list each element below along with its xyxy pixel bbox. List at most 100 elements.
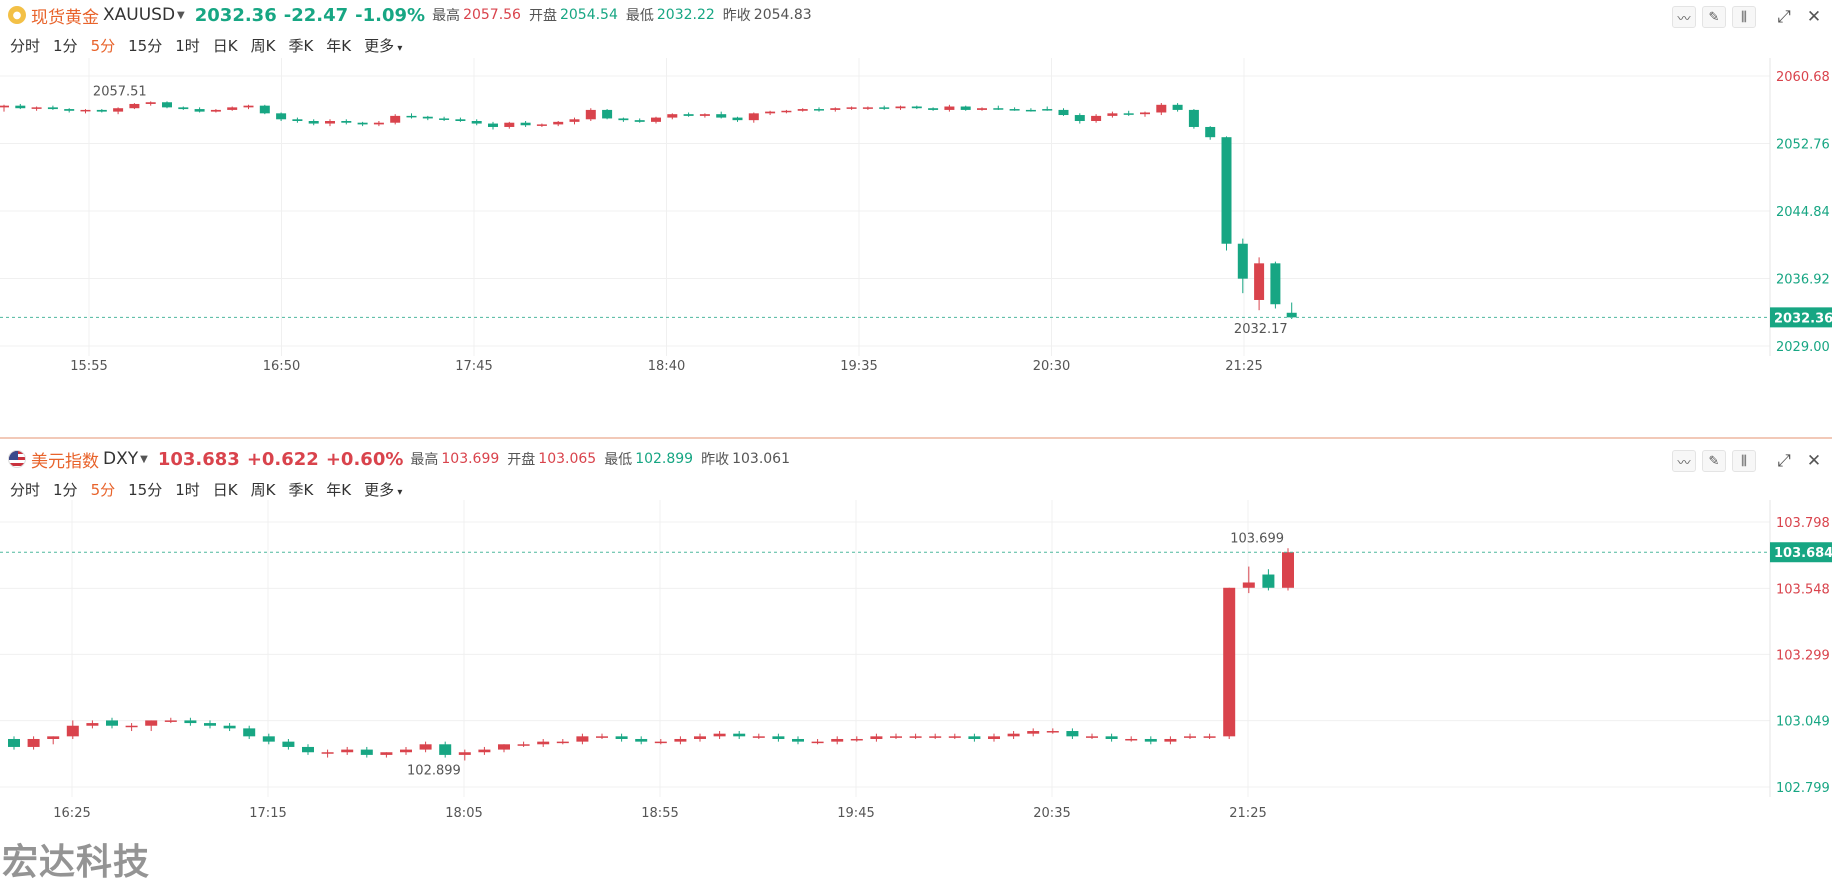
candle xyxy=(1221,136,1232,251)
candle-body xyxy=(862,107,873,109)
tab-5min[interactable]: 5分 xyxy=(90,480,116,499)
chevron-down-icon[interactable]: ▼ xyxy=(177,9,185,21)
tab-more[interactable]: 更多 xyxy=(364,479,402,500)
symbol-name[interactable]: 现货黄金 xyxy=(31,7,99,28)
dxy-candlestick-chart[interactable]: 103.798 103.548 103.299 103.049 102.799 16:25… xyxy=(0,500,1832,887)
gold-candlestick-chart[interactable]: 2060.68 2052.76 2044.84 2036.92 2029.00 15:55… xyxy=(0,58,1832,438)
candle-body xyxy=(439,118,450,120)
tab-15min[interactable]: 15分 xyxy=(128,480,163,499)
tab-5min[interactable]: 5分 xyxy=(90,36,116,55)
tab-weekly[interactable]: 周K xyxy=(250,36,276,55)
candle xyxy=(732,116,743,122)
candle-style-icon[interactable]: ⫼ xyxy=(1732,450,1756,472)
candle xyxy=(164,717,177,724)
tab-1min[interactable]: 1分 xyxy=(53,480,78,499)
candle-body xyxy=(1007,733,1020,737)
candle-body xyxy=(439,744,452,755)
candle-body xyxy=(944,106,955,110)
tab-fenshi[interactable]: 分时 xyxy=(10,36,41,55)
expand-icon[interactable]: ⤢ xyxy=(1777,451,1791,471)
candle xyxy=(27,736,40,750)
tab-1hour[interactable]: 1时 xyxy=(175,480,200,499)
tab-1hour[interactable]: 1时 xyxy=(175,36,200,55)
chevron-down-icon[interactable]: ▼ xyxy=(140,453,148,465)
dxy-quote-header: 美元指数 DXY ▼ 103.683 +0.622 +0.60% 最高 103.… xyxy=(8,446,798,472)
candle-body xyxy=(1009,109,1020,111)
gold-coin-icon: ● xyxy=(8,6,26,24)
candle-body xyxy=(1237,243,1248,279)
symbol-code[interactable]: DXY xyxy=(103,449,139,469)
candle-body xyxy=(31,107,42,109)
candle-body xyxy=(1125,738,1138,741)
candle-body xyxy=(380,752,393,755)
tab-yearly[interactable]: 年K xyxy=(326,36,352,55)
candle xyxy=(204,720,216,729)
low-value: 2032.22 xyxy=(656,7,715,23)
prev-close-label: 昨收 xyxy=(722,8,751,24)
candle-body xyxy=(227,107,238,110)
tab-quarterly[interactable]: 季K xyxy=(288,480,314,499)
candle-body xyxy=(988,736,1000,739)
us-flag-icon xyxy=(8,450,26,468)
x-tick-label: 17:45 xyxy=(455,359,492,374)
candle-body xyxy=(752,736,765,738)
tab-fenshi[interactable]: 分时 xyxy=(10,480,41,499)
draw-pencil-icon[interactable]: ✎ xyxy=(1702,6,1726,28)
close-icon[interactable]: ✕ xyxy=(1806,451,1822,471)
tab-daily[interactable]: 日K xyxy=(212,480,238,499)
candle-body xyxy=(262,736,275,742)
panel-divider[interactable] xyxy=(0,437,1832,439)
candle-body xyxy=(1105,736,1118,739)
candle-style-icon[interactable]: ⫼ xyxy=(1732,6,1756,28)
candle-body xyxy=(928,108,939,110)
candle xyxy=(537,738,550,747)
candle-body xyxy=(178,107,189,110)
candle-body xyxy=(831,738,844,742)
candle xyxy=(830,107,841,112)
y-tick-label: 102.799 xyxy=(1776,781,1830,796)
candle-body xyxy=(667,114,678,118)
tab-quarterly[interactable]: 季K xyxy=(288,36,314,55)
candle-body xyxy=(390,115,401,123)
symbol-code[interactable]: XAUUSD xyxy=(103,5,176,25)
candle-body xyxy=(1282,552,1294,588)
candle xyxy=(772,733,785,742)
candle-body xyxy=(733,733,746,737)
candle-body xyxy=(1270,263,1281,305)
candle-body xyxy=(400,749,412,753)
tab-weekly[interactable]: 周K xyxy=(250,480,276,499)
candle-body xyxy=(654,741,667,744)
candle xyxy=(651,116,661,124)
candle xyxy=(390,114,401,125)
chart-toolbar: 〰 ✎ ⫼ ⤢ ✕ xyxy=(1666,6,1826,28)
candle xyxy=(596,733,608,739)
close-icon[interactable]: ✕ xyxy=(1806,7,1822,27)
candle xyxy=(478,746,491,755)
candle xyxy=(1188,109,1199,129)
current-price-badge xyxy=(1770,307,1832,328)
candle-body xyxy=(1123,113,1134,115)
tab-daily[interactable]: 日K xyxy=(212,36,238,55)
candle-body xyxy=(602,109,613,119)
candle xyxy=(1009,107,1020,111)
candle xyxy=(993,105,1004,110)
candle-body xyxy=(781,110,792,113)
candle xyxy=(145,101,156,106)
candle-body xyxy=(243,105,254,108)
tab-more[interactable]: 更多 xyxy=(364,35,402,56)
candle-body xyxy=(184,720,197,724)
tab-1min[interactable]: 1分 xyxy=(53,36,78,55)
candle xyxy=(850,736,863,742)
expand-icon[interactable]: ⤢ xyxy=(1777,7,1791,27)
indicator-icon[interactable]: 〰 xyxy=(1672,6,1696,28)
candle xyxy=(325,119,335,127)
symbol-name[interactable]: 美元指数 xyxy=(31,451,99,472)
tab-yearly[interactable]: 年K xyxy=(326,480,352,499)
draw-pencil-icon[interactable]: ✎ xyxy=(1702,450,1726,472)
indicator-icon[interactable]: 〰 xyxy=(1672,450,1696,472)
tab-15min[interactable]: 15分 xyxy=(128,36,163,55)
candle xyxy=(634,118,645,123)
candle-body xyxy=(993,108,1004,110)
candle xyxy=(748,112,759,123)
candle xyxy=(1105,733,1118,742)
